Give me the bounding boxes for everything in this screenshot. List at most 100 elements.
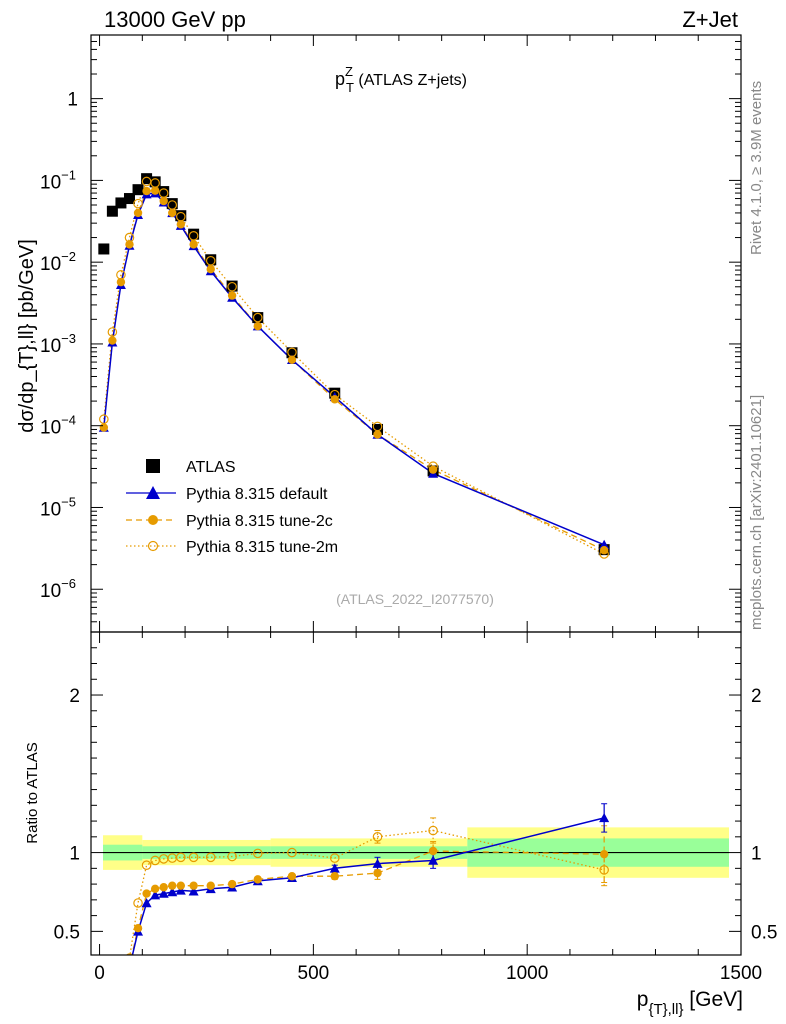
ratio-tune2m-point <box>117 985 125 993</box>
series-line-default <box>103 192 605 546</box>
ratio-default-point <box>116 989 126 998</box>
atlas-point <box>158 186 170 198</box>
main-plot-marks <box>98 173 610 559</box>
series-line-tune2m <box>103 180 605 555</box>
tune2c-point <box>189 240 198 249</box>
atlas-point <box>252 312 264 324</box>
tune2m-point <box>372 421 383 432</box>
tune2m-point <box>252 312 263 323</box>
atlas-point <box>372 423 384 435</box>
ratio-tune2c-point <box>253 875 262 884</box>
ratio-xlabel: p{T},ll} [GeV] <box>637 988 743 1018</box>
ratio-default-point <box>599 812 610 823</box>
tune2c-point <box>142 186 151 196</box>
y-tick-label: 10−2 <box>40 249 76 275</box>
atlas-point <box>286 347 298 359</box>
ratio-tune2c-point <box>287 872 297 881</box>
tune2c-point <box>125 240 134 249</box>
ratio-y-tick-label-right: 0.5 <box>751 922 777 943</box>
tune2c-point <box>206 265 215 274</box>
ratio-tune2m-point <box>100 1005 108 1013</box>
tune2c-point <box>99 423 109 432</box>
ratio-default-point <box>141 898 152 908</box>
ratio-default-point <box>188 886 199 896</box>
x-tick-label: 500 <box>298 963 330 984</box>
atlas-point <box>188 228 200 240</box>
ratio-tune2m-point <box>227 851 237 862</box>
ratio-default-point <box>107 1001 117 1010</box>
tune2c-point <box>108 336 117 345</box>
tune2m-point <box>99 414 109 425</box>
tune2c-point <box>116 277 126 287</box>
ratio-y-tick-label-left: 0.5 <box>54 922 80 943</box>
ratio-panel: 0.5 0.5 1 1 2 2 0 500 1000 1500 Ratio to ATLAS p{… <box>24 631 777 1018</box>
ratio-tune2c-point <box>142 889 151 898</box>
ratio-tune2c-point <box>227 879 237 889</box>
tune2c-point <box>176 220 186 229</box>
ratio-y-tick-label-right: 2 <box>751 686 762 707</box>
ratio-tune2c-point <box>108 1002 116 1010</box>
ratio-y-tick-label-left: 1 <box>69 844 80 865</box>
ratio-tune2m-point <box>599 865 609 875</box>
legend-marker-tune2m <box>147 540 159 552</box>
ratio-default-point <box>124 963 134 972</box>
ratio-tune2m-point <box>133 898 143 908</box>
main-title: pZ T (ATLAS Z+jets) <box>335 64 467 95</box>
tune2c-point <box>287 355 297 364</box>
ratio-tune2m-point <box>176 852 186 863</box>
tune2m-point <box>116 270 126 280</box>
tune2m-point <box>287 347 297 358</box>
ratio-tune2c-point <box>159 883 168 892</box>
ratio-tune2c-point <box>176 881 186 890</box>
ratio-default-point <box>175 885 186 895</box>
ratio-tune2c-point <box>599 849 609 859</box>
legend-label-default: Pythia 8.315 default <box>186 486 328 503</box>
tune2m-point <box>167 200 178 210</box>
tune2m-point <box>227 281 237 292</box>
ratio-series-group <box>99 803 610 1013</box>
legend-marker-tune2c <box>148 515 158 525</box>
tune2m-point <box>150 178 160 188</box>
x-tick-label: 1000 <box>506 963 548 984</box>
ratio-tune2c-point <box>373 868 382 878</box>
header-right: Z+Jet <box>682 7 738 32</box>
atlas-point <box>226 280 238 292</box>
ratio-tune2m-point <box>125 953 134 955</box>
ratio-tune2c-point <box>125 962 133 970</box>
ratio-default-point <box>167 886 178 897</box>
series-line-tune2c <box>103 189 605 551</box>
ratio-default-point <box>372 858 383 868</box>
ratio-tune2c-point <box>168 881 177 890</box>
ratio-tune2c-point <box>206 881 215 890</box>
header-left: 13000 GeV pp <box>104 7 246 32</box>
default-point <box>599 539 610 550</box>
legend-marker-default <box>146 486 160 499</box>
main-panel: 1 10−1 10−2 10−3 10−4 10−5 10−6 pZ T (ATLAS Z+j… <box>16 34 742 633</box>
legend-marker-atlas <box>146 459 160 473</box>
ratio-axes: 0.5 0.5 1 1 2 2 0 500 1000 1500 <box>54 632 777 984</box>
y-tick-label: 10−4 <box>40 413 76 439</box>
x-tick-label: 1500 <box>720 963 762 984</box>
ratio-tune2m-point <box>287 847 297 858</box>
ratio-tune2m-point <box>428 825 438 836</box>
ratio-y-tick-label-right: 1 <box>751 844 762 865</box>
ratio-default-point <box>158 888 169 898</box>
tune2c-point <box>159 196 168 206</box>
mcplots-label: mcplots.cern.ch [arXiv:2401.10621] <box>748 395 765 630</box>
ratio-line-tune2m <box>129 829 605 955</box>
ratio-frame <box>90 631 742 956</box>
ratio-tune2c-point <box>117 989 125 997</box>
tune2m-point <box>599 549 609 559</box>
ratio-default-point <box>150 890 161 900</box>
y-tick-label: 1 <box>67 90 78 111</box>
ratio-ylabel: Ratio to ATLAS <box>24 742 41 843</box>
tune2c-point <box>373 430 382 439</box>
ratio-tune2m-point <box>372 832 383 842</box>
atlas-point <box>141 173 153 185</box>
ratio-default-point <box>329 863 340 873</box>
tune2c-point <box>133 208 143 218</box>
tune2c-point <box>150 186 160 195</box>
atlas-point <box>175 210 187 222</box>
ratio-default-point <box>99 1004 109 1013</box>
x-tick-label: 0 <box>94 963 105 984</box>
